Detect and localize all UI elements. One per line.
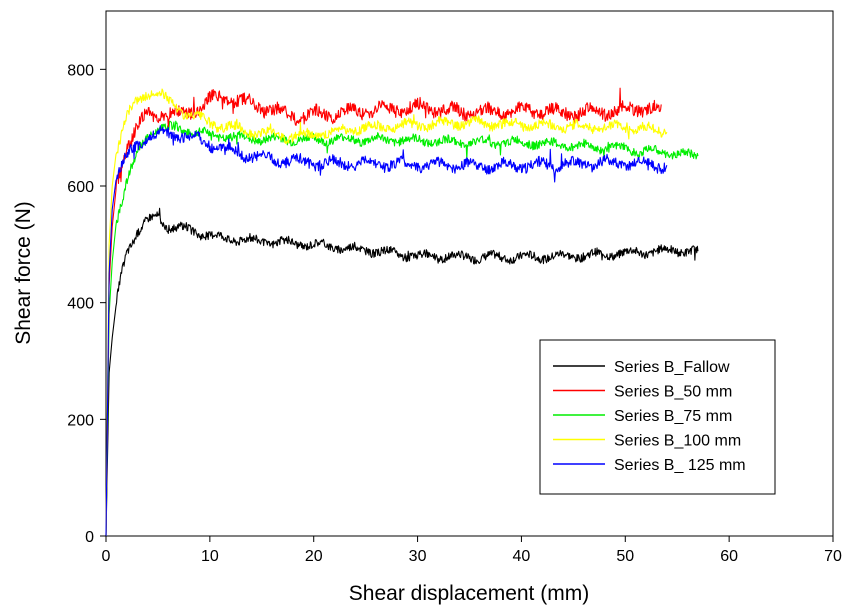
series-line (105, 125, 668, 537)
series-layer (105, 87, 699, 537)
y-tick-label: 200 (67, 412, 94, 429)
legend-label: Series B_Fallow (614, 359, 730, 376)
y-axis: 0 200 400 600 800 (67, 62, 106, 546)
x-tick-label: 70 (824, 548, 842, 565)
y-tick-label: 800 (67, 62, 94, 79)
x-tick-label: 20 (305, 548, 323, 565)
x-axis: 0 10 20 30 40 50 60 70 (102, 536, 842, 565)
x-tick-label: 50 (616, 548, 634, 565)
legend-label: Series B_ 125 mm (614, 457, 746, 474)
plot-area-frame (105, 10, 834, 537)
x-tick-label: 0 (102, 548, 111, 565)
x-axis-title: Shear displacement (mm) (349, 582, 589, 605)
y-axis-title: Shear force (N) (12, 201, 35, 345)
series-line (105, 207, 699, 537)
legend: Series B_Fallow Series B_50 mm Series B_75… (539, 339, 776, 495)
y-tick-label: 0 (85, 529, 94, 546)
x-tick-label: 40 (513, 548, 531, 565)
series-line (105, 120, 699, 537)
x-tick-label: 30 (409, 548, 427, 565)
legend-label: Series B_100 mm (614, 433, 741, 450)
legend-label: Series B_75 mm (614, 408, 732, 425)
legend-label: Series B_50 mm (614, 384, 732, 401)
x-tick-label: 10 (201, 548, 219, 565)
series-line (105, 88, 668, 537)
series-line (105, 87, 662, 537)
x-tick-label: 60 (720, 548, 738, 565)
y-tick-label: 400 (67, 296, 94, 313)
y-tick-label: 600 (67, 179, 94, 196)
